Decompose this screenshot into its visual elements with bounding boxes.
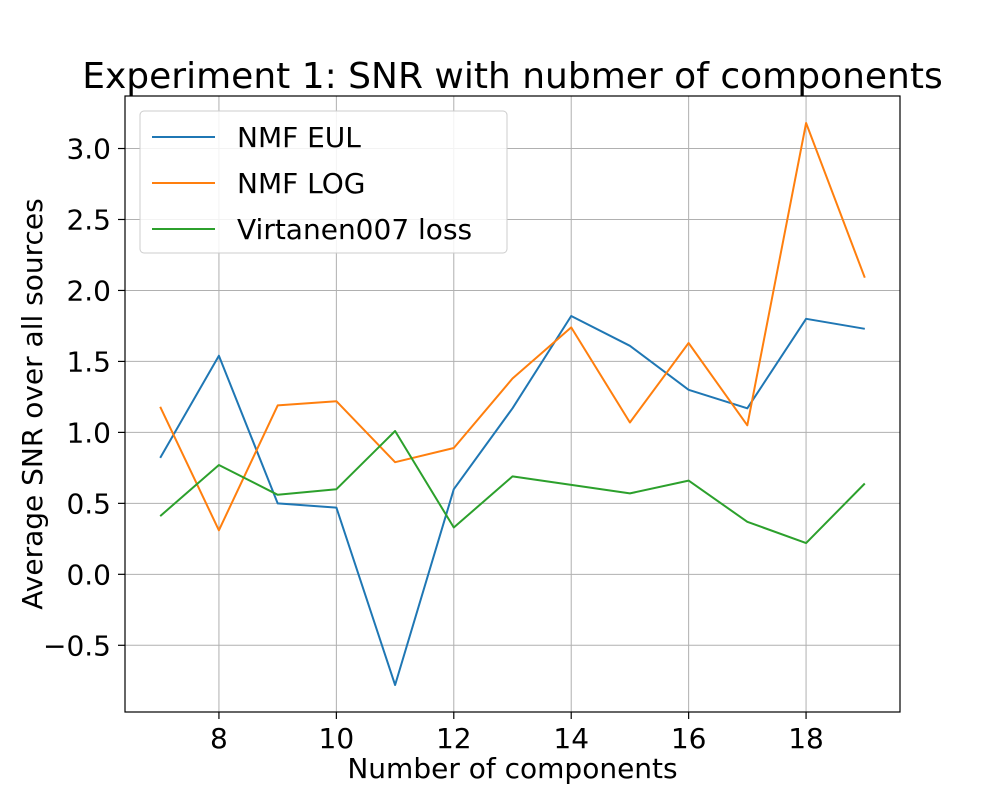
y-tick-label: 0.0 <box>66 558 111 591</box>
x-tick-label: 14 <box>553 722 589 755</box>
x-tick-label: 18 <box>788 722 824 755</box>
x-tick-label: 12 <box>436 722 472 755</box>
chart-title: Experiment 1: SNR with nubmer of compone… <box>82 56 942 97</box>
axis-ticks: 8 10 12 14 16 18 −0.5 0.0 0.5 1.0 1.5 2.0 2.5 3.0 <box>43 133 824 755</box>
y-tick-label: 3.0 <box>66 133 111 166</box>
series-lines <box>159 122 866 686</box>
legend-box <box>139 110 508 254</box>
series-line-nmf-eul <box>159 315 865 686</box>
series-line-virtanen007-loss <box>159 430 866 545</box>
y-tick-label: 1.5 <box>66 345 111 378</box>
legend: NMF EUL NMF LOG Virtanen007 loss <box>139 110 508 254</box>
legend-label: Virtanen007 loss <box>237 213 472 246</box>
y-tick-label: 2.5 <box>66 203 111 236</box>
legend-label: NMF LOG <box>237 167 365 200</box>
plot-frame <box>124 95 901 713</box>
x-tick-label: 8 <box>210 722 228 755</box>
legend-label: NMF EUL <box>237 121 361 154</box>
x-tick-label: 10 <box>319 722 355 755</box>
series-line-nmf-log <box>159 122 866 532</box>
x-tick-label: 16 <box>671 722 707 755</box>
y-axis-label: Average SNR over all sources <box>16 198 49 609</box>
y-tick-label: 0.5 <box>66 487 111 520</box>
y-tick-label: −0.5 <box>43 629 111 662</box>
y-tick-label: 2.0 <box>66 274 111 307</box>
y-tick-label: 1.0 <box>66 416 111 449</box>
x-axis-label: Number of components <box>347 752 677 785</box>
